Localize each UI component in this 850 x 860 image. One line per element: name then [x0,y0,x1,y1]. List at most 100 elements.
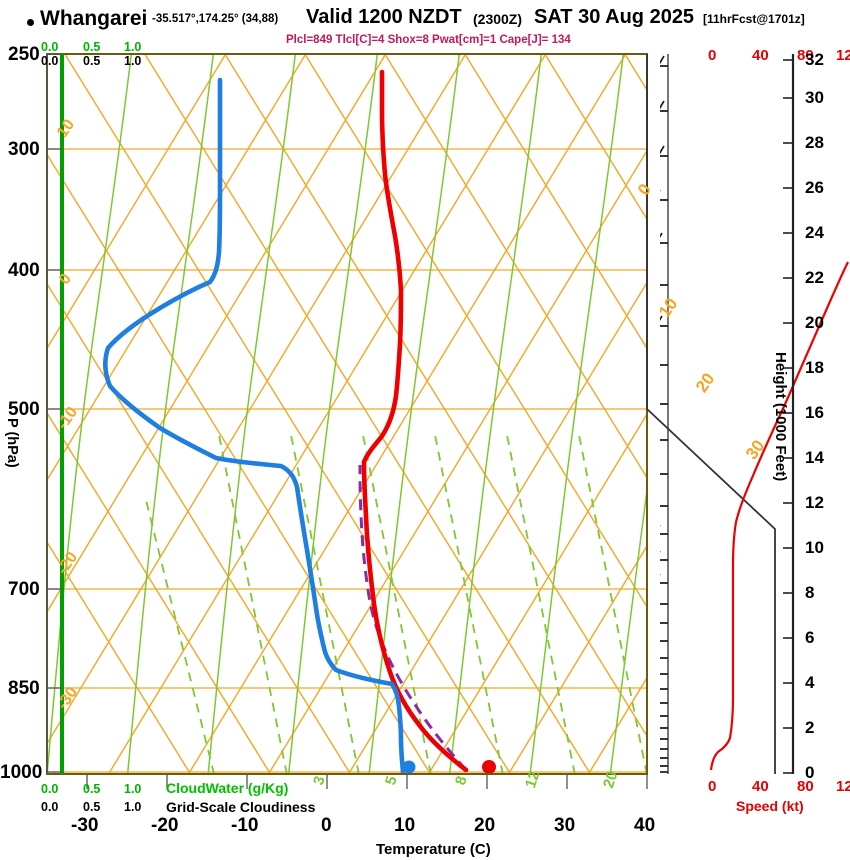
station-coordinates: -35.517°,174.25° (34,88) [152,13,279,25]
temperature-curve [361,69,469,773]
cloudwater-top-tick-1: 0.5 [83,40,101,54]
height-axis-ticks [783,59,793,774]
cloudwater-top-tick-0: 0.0 [41,40,59,54]
wind-barb [660,574,668,584]
wind-barb [660,640,668,642]
wind-barb [660,525,668,535]
wind-barb [660,439,668,441]
temperature-axis-ticks [86,774,648,789]
wind-barb [660,603,668,605]
temperature-tick-30: 30 [554,815,576,836]
wind-barb [660,364,668,366]
speed-tick-top-0: 0 [708,47,717,64]
cloudiness-top-tick-0: 0.0 [41,54,59,68]
wind-barb [660,727,668,729]
speed-tick-bottom-120: 120 [836,778,850,795]
wind-barb [660,100,668,112]
wind-barb [660,190,668,201]
valid-time: Valid 1200 NZDT [306,6,462,28]
height-tick-26: 26 [805,178,824,197]
speed-tick-bottom-40: 40 [752,778,769,795]
grid-layer [47,54,647,774]
temperature-tick-10: 10 [394,815,416,836]
valid-date: SAT 30 Aug 2025 [534,6,695,28]
pressure-tick-400: 400 [8,260,40,281]
wind-barb [660,551,668,561]
surface-dewpoint-marker [402,760,416,774]
wind-barb [660,702,668,704]
pressure-tick-300: 300 [8,139,40,160]
temperature-tick-0: 0 [321,815,332,836]
wind-barb [660,55,668,67]
station-dot-icon [27,19,34,26]
height-tick-4: 4 [805,673,815,692]
temperature-axis-title: Temperature (C) [376,841,491,858]
temperature-tick--20: -20 [151,815,179,836]
cloudiness-bottom-tick-0: 0.0 [41,800,59,814]
wind-barb [660,232,668,244]
height-axis-title: Height (1000 Feet) [772,352,789,482]
wind-barb [660,715,668,717]
cloudwater-axis-title: CloudWater (g/Kg) [166,780,289,796]
stability-indices: Plcl=849 Tlcl[C]=4 Shox=8 Pwat[cm]=1 Cap… [286,34,571,46]
wind-barb [660,738,668,740]
cloudwater-bottom-tick-2: 1.0 [124,782,142,796]
speed-tick-bottom-0: 0 [708,778,717,795]
wind-barb [660,145,668,157]
cloudwater-bottom-tick-0: 0.0 [41,782,59,796]
pressure-tick-850: 850 [8,678,40,699]
valid-time-utc: (2300Z) [473,11,523,27]
surface-temperature-marker [482,760,496,774]
height-tick-10: 10 [805,538,824,557]
height-tick-32: 32 [805,50,824,69]
isobar-lines [47,148,647,773]
height-tick-14: 14 [805,448,824,467]
wind-barb [660,505,668,507]
speed-axis-title: Speed (kt) [736,798,804,814]
speed-tick-top-80: 80 [797,47,814,64]
cloudiness-bottom-tick-2: 1.0 [124,800,142,814]
height-tick-22: 22 [805,268,824,287]
wind-barbs [660,55,668,773]
height-tick-16: 16 [805,403,824,422]
pressure-axis-ticks [47,53,62,773]
sounding-curves [102,69,469,774]
wind-barb [660,688,668,690]
forecast-stamp: [11hrFcst@1701z] [703,12,805,26]
height-tick-6: 6 [805,628,815,647]
pressure-axis-title: P (hPa) [4,418,20,468]
height-tick-2: 2 [805,718,815,737]
wind-barb [660,284,668,286]
wind-barb [660,473,668,475]
wind-barb [660,622,668,624]
pressure-tick-250: 250 [8,44,40,65]
pressure-tick-500: 500 [8,399,40,420]
wind-barb [660,673,668,675]
cloudiness-top-tick-2: 1.0 [124,54,142,68]
wind-barb [660,757,668,759]
wind-panel-boundary [646,408,776,774]
height-tick-0: 0 [805,763,815,782]
cloudiness-bottom-tick-1: 0.5 [83,800,101,814]
cloudiness-axis-title: Grid-Scale Cloudiness [166,799,316,815]
height-tick-24: 24 [805,223,824,242]
cloudwater-bottom-tick-1: 0.5 [83,782,101,796]
cloudwater-top-tick-2: 1.0 [124,40,142,54]
plot-background [47,54,647,774]
temperature-tick-20: 20 [474,815,496,836]
temperature-tick--30: -30 [71,815,99,836]
station-name: Whangarei [40,7,148,30]
height-tick-28: 28 [805,133,824,152]
height-tick-18: 18 [805,358,824,377]
wind-barb [660,748,668,750]
speed-tick-bottom-80: 80 [797,778,814,795]
mixing-ratio-lines [145,429,647,774]
speed-tick-top-40: 40 [752,47,769,64]
height-tick-20: 20 [805,313,824,332]
temperature-tick--10: -10 [231,815,259,836]
pressure-tick-700: 700 [8,579,40,600]
temperature-tick-40: 40 [634,815,656,836]
wind-barb [660,403,668,405]
